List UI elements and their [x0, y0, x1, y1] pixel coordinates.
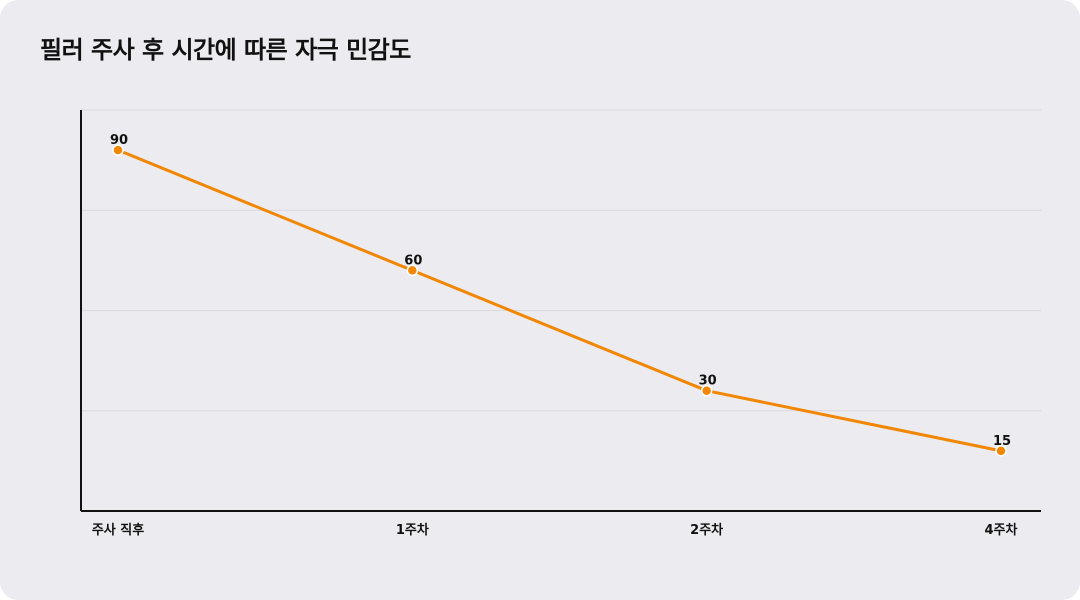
data-point — [995, 445, 1007, 457]
data-point — [112, 144, 124, 156]
data-point — [700, 384, 713, 397]
series-line — [116, 148, 1003, 453]
series-line-layer — [116, 148, 1003, 453]
grid-lines — [81, 109, 1041, 412]
data-point — [406, 264, 419, 277]
data-points — [112, 144, 1007, 457]
x-tick-label: 2주차 — [690, 522, 723, 538]
data-label: 60 — [404, 253, 422, 268]
x-tick-label: 4주차 — [985, 522, 1018, 538]
x-tick-label: 1주차 — [396, 522, 429, 538]
x-tick-label: 주사 직후 — [92, 522, 144, 538]
chart-title: 필러 주사 후 시간에 따른 자극 민감도 — [40, 36, 411, 64]
data-label: 15 — [993, 434, 1011, 449]
data-label: 90 — [110, 133, 128, 148]
labels: 90 60 30 15 주사 직후 1주차 2주차 4주차 — [92, 133, 1018, 538]
axes — [80, 110, 1041, 512]
data-label: 30 — [699, 374, 717, 389]
